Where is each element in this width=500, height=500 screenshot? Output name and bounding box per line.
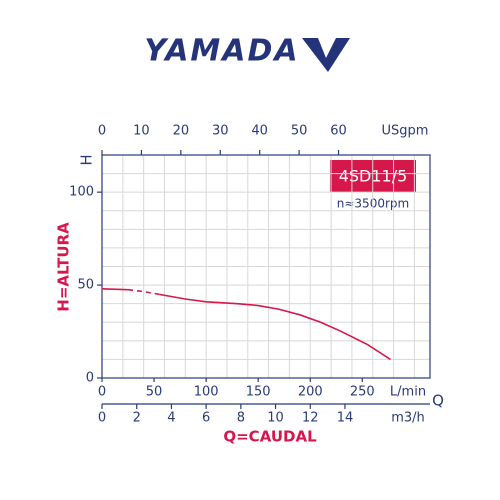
x-bottom-tick-label: 12 (302, 411, 319, 426)
x-top-unit: USgpm (382, 124, 429, 139)
x-bottom-tick-label: 6 (202, 411, 210, 426)
y-tick-label: 100 (69, 185, 94, 200)
x-top-tick-label: 10 (133, 124, 150, 139)
pump-curve (101, 288, 129, 291)
x-top-tick-label: 50 (291, 124, 308, 139)
x-bottom-tick-label: 14 (337, 411, 354, 426)
x-bottom-tick-label: 10 (267, 411, 284, 426)
x-top-tick-label: 30 (212, 124, 229, 139)
y-axis-title: H=ALTURA (55, 222, 73, 312)
pump-curve (159, 293, 391, 361)
x-bottom-tick-label: 2 (133, 411, 141, 426)
brand-logo: YAMADA (144, 34, 299, 69)
x-tick-label: 200 (298, 385, 323, 400)
y-tick-label: 50 (77, 278, 94, 293)
x-top-tick-label: 20 (173, 124, 190, 139)
x-unit: L/min (390, 385, 426, 400)
x-bottom-unit: m3/h (391, 411, 425, 426)
y-axis-symbol: H (78, 154, 96, 165)
x-tick-label: 250 (350, 385, 375, 400)
x-tick-label: 0 (98, 385, 106, 400)
x-axis-title: Q=CAUDAL (223, 428, 317, 446)
x-axis-symbol: Q (432, 392, 444, 410)
x-bottom-tick-label: 8 (237, 411, 245, 426)
logo-mark (302, 38, 350, 72)
x-tick-label: 50 (146, 385, 163, 400)
x-tick-label: 100 (194, 385, 219, 400)
x-bottom-tick-label: 4 (167, 411, 175, 426)
plot-frame (101, 154, 431, 379)
x-top-tick-label: 40 (251, 124, 268, 139)
y-tick-label: 0 (86, 371, 94, 386)
x-top-tick-label: 60 (330, 124, 347, 139)
x-top-tick-label: 0 (98, 124, 106, 139)
x-bottom-tick-label: 0 (98, 411, 106, 426)
x-tick-label: 150 (246, 385, 271, 400)
